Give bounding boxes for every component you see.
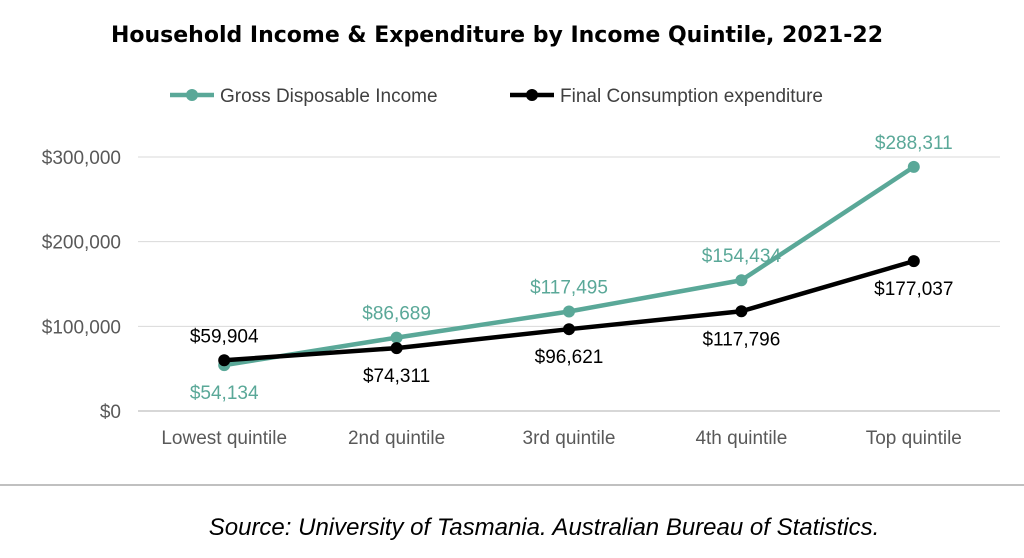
x-axis-ticks: Lowest quintile 2nd quintile 3rd quintile 4… [161,428,962,449]
income-data-label: $117,495 [530,278,608,299]
income-line [221,164,917,368]
income-point [907,160,920,173]
data-labels: $54,134 $86,689 $117,495 $154,434 $288,311 $5… [190,133,954,404]
expenditure-point [390,342,403,355]
income-data-label: $54,134 [190,383,259,404]
y-tick-label: $200,000 [42,233,121,254]
x-tick-label: 3rd quintile [523,428,616,449]
legend-marker-expenditure [526,89,538,101]
legend-label-income: Gross Disposable Income [220,86,438,107]
y-tick-label: $0 [100,402,121,423]
income-data-label: $288,311 [875,133,953,154]
income-data-label: $86,689 [362,304,431,325]
legend-marker-income [186,89,198,101]
x-tick-label: Top quintile [866,428,962,449]
expenditure-point [907,255,920,268]
income-data-label: $154,434 [702,246,782,267]
expenditure-data-label: $177,037 [874,279,953,300]
legend-label-expenditure: Final Consumption expenditure [560,86,823,107]
y-tick-label: $300,000 [42,148,121,169]
source-note: Source: University of Tasmania. Australi… [209,514,880,541]
x-tick-label: 2nd quintile [348,428,445,449]
chart-title: Household Income & Expenditure by Income… [111,23,883,48]
series-group [218,160,920,372]
income-point [390,331,403,344]
expenditure-point [563,323,575,336]
income-point [735,274,748,287]
legend: Gross Disposable Income Final Consumptio… [170,86,823,107]
expenditure-data-label: $59,904 [190,326,259,347]
x-tick-label: 4th quintile [695,428,787,449]
expenditure-point [218,354,231,367]
y-tick-label: $100,000 [42,317,121,338]
expenditure-point [735,305,748,318]
expenditure-data-label: $74,311 [363,366,430,387]
gridlines [138,156,1000,412]
expenditure-data-label: $96,621 [535,347,604,368]
expenditure-data-label: $117,796 [702,329,780,350]
x-tick-label: Lowest quintile [161,428,287,449]
y-axis-ticks: $0 $100,000 $200,000 $300,000 [42,148,121,423]
income-point [563,305,575,318]
